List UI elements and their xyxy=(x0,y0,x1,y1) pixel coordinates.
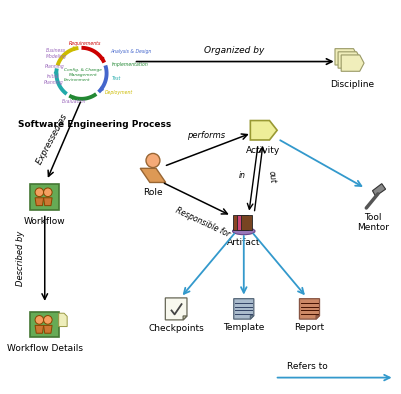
Text: in: in xyxy=(239,171,246,180)
Polygon shape xyxy=(140,168,166,182)
Polygon shape xyxy=(250,316,254,319)
Text: Checkpoints: Checkpoints xyxy=(148,324,204,333)
Text: Initial
Planning: Initial Planning xyxy=(44,74,63,85)
Text: Business
Modeling: Business Modeling xyxy=(46,48,67,59)
Polygon shape xyxy=(300,299,320,319)
Text: Analysis & Design: Analysis & Design xyxy=(110,49,152,54)
Text: Template: Template xyxy=(223,323,265,332)
FancyBboxPatch shape xyxy=(233,215,244,230)
Text: Tool
Mentor: Tool Mentor xyxy=(357,213,389,232)
Polygon shape xyxy=(35,198,44,206)
Text: Refers to: Refers to xyxy=(287,362,328,371)
Text: Report: Report xyxy=(294,323,324,332)
Text: Software Engineering Process: Software Engineering Process xyxy=(18,120,171,129)
Text: Deployment: Deployment xyxy=(105,90,133,95)
Polygon shape xyxy=(341,55,364,71)
Text: Planning: Planning xyxy=(45,64,65,69)
Text: Responsible for: Responsible for xyxy=(174,206,231,239)
FancyBboxPatch shape xyxy=(241,215,251,230)
Text: Test: Test xyxy=(111,76,121,80)
Text: Evaluation: Evaluation xyxy=(61,99,86,104)
Polygon shape xyxy=(44,198,52,206)
Text: Management: Management xyxy=(69,73,98,77)
Polygon shape xyxy=(59,313,67,327)
Polygon shape xyxy=(335,49,358,65)
Polygon shape xyxy=(44,325,52,333)
Text: Expressed as: Expressed as xyxy=(34,112,69,165)
Ellipse shape xyxy=(233,228,255,235)
Text: Organized by: Organized by xyxy=(204,46,264,55)
Text: Workflow Details: Workflow Details xyxy=(7,344,83,353)
Text: Requirements: Requirements xyxy=(69,41,101,46)
Text: Environment: Environment xyxy=(64,78,91,82)
Text: out: out xyxy=(267,171,277,184)
Text: Config. & Change: Config. & Change xyxy=(65,68,102,72)
Text: Activity: Activity xyxy=(246,146,280,155)
Text: performs: performs xyxy=(187,131,225,140)
Polygon shape xyxy=(234,299,254,319)
FancyBboxPatch shape xyxy=(30,184,59,210)
Text: Workflow: Workflow xyxy=(24,217,65,226)
Text: Discipline: Discipline xyxy=(330,80,374,89)
FancyBboxPatch shape xyxy=(30,312,59,337)
Circle shape xyxy=(35,316,44,324)
FancyBboxPatch shape xyxy=(237,215,248,230)
Text: Artifact: Artifact xyxy=(227,238,261,247)
Text: Described by: Described by xyxy=(16,231,25,286)
Circle shape xyxy=(146,153,160,167)
Circle shape xyxy=(35,188,44,197)
Polygon shape xyxy=(183,316,187,320)
Polygon shape xyxy=(35,325,44,333)
Circle shape xyxy=(44,188,52,197)
Polygon shape xyxy=(250,121,277,140)
Polygon shape xyxy=(373,184,386,196)
Text: Role: Role xyxy=(143,188,163,197)
Text: Implementation: Implementation xyxy=(111,62,148,67)
Polygon shape xyxy=(316,316,320,319)
Polygon shape xyxy=(165,298,187,320)
Circle shape xyxy=(44,316,52,324)
Polygon shape xyxy=(338,52,361,68)
